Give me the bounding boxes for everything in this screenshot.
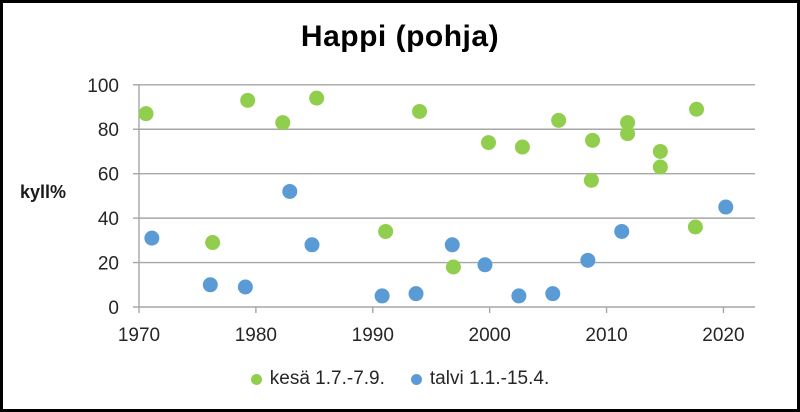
- data-point-kesa: [138, 106, 154, 122]
- y-tick-label: 40: [98, 209, 119, 230]
- x-tick-label: 2010: [585, 325, 627, 346]
- data-point-kesa: [551, 112, 567, 128]
- data-point-talvi: [282, 183, 298, 199]
- data-point-talvi: [511, 288, 527, 304]
- kesa-marker-icon: [250, 373, 262, 385]
- data-point-talvi: [477, 257, 493, 273]
- legend: kesä 1.7.-7.9. talvi 1.1.-15.4.: [0, 368, 800, 390]
- data-point-kesa: [205, 235, 221, 251]
- y-tick-label: 100: [87, 76, 119, 97]
- legend-label-kesa: kesä 1.7.-7.9.: [269, 368, 385, 389]
- data-point-kesa: [620, 115, 636, 131]
- y-axis-title: kyll%: [20, 182, 67, 202]
- y-tick-label: 20: [98, 254, 119, 275]
- data-point-kesa: [240, 92, 256, 108]
- legend-item-talvi: talvi 1.1.-15.4.: [410, 368, 550, 390]
- chart-title: Happi (pohja): [300, 20, 500, 53]
- data-point-kesa: [275, 115, 291, 131]
- data-point-kesa: [309, 90, 325, 106]
- x-tick-label: 2020: [702, 325, 744, 346]
- data-point-talvi: [545, 286, 561, 302]
- y-tick-label: 60: [98, 165, 119, 186]
- legend-label-talvi: talvi 1.1.-15.4.: [429, 368, 550, 389]
- data-point-talvi: [408, 286, 424, 302]
- data-point-kesa: [412, 103, 428, 119]
- data-point-kesa: [480, 135, 496, 151]
- data-point-talvi: [304, 237, 320, 253]
- data-point-talvi: [580, 252, 596, 268]
- data-point-kesa: [687, 219, 703, 235]
- data-point-kesa: [583, 172, 599, 188]
- data-point-kesa: [652, 159, 668, 175]
- data-point-kesa: [514, 139, 530, 155]
- data-point-kesa: [652, 143, 668, 159]
- talvi-marker-icon: [410, 373, 422, 385]
- x-tick-label: 1990: [352, 325, 394, 346]
- y-tick-label: 80: [98, 120, 119, 141]
- data-point-talvi: [374, 288, 390, 304]
- data-point-talvi: [202, 277, 218, 293]
- data-point-talvi: [718, 199, 734, 215]
- data-point-kesa: [620, 126, 636, 142]
- data-point-kesa: [689, 101, 705, 117]
- data-point-talvi: [614, 223, 630, 239]
- x-tick-label: 1970: [118, 325, 160, 346]
- data-point-talvi: [144, 230, 160, 246]
- y-tick-label: 0: [108, 298, 119, 319]
- data-point-kesa: [585, 132, 601, 148]
- x-tick-label: 2000: [469, 325, 511, 346]
- data-point-kesa: [378, 223, 394, 239]
- data-point-kesa: [445, 259, 461, 275]
- data-point-talvi: [237, 279, 253, 295]
- data-point-talvi: [444, 237, 460, 253]
- legend-item-kesa: kesä 1.7.-7.9.: [250, 368, 385, 390]
- x-tick-label: 1980: [235, 325, 277, 346]
